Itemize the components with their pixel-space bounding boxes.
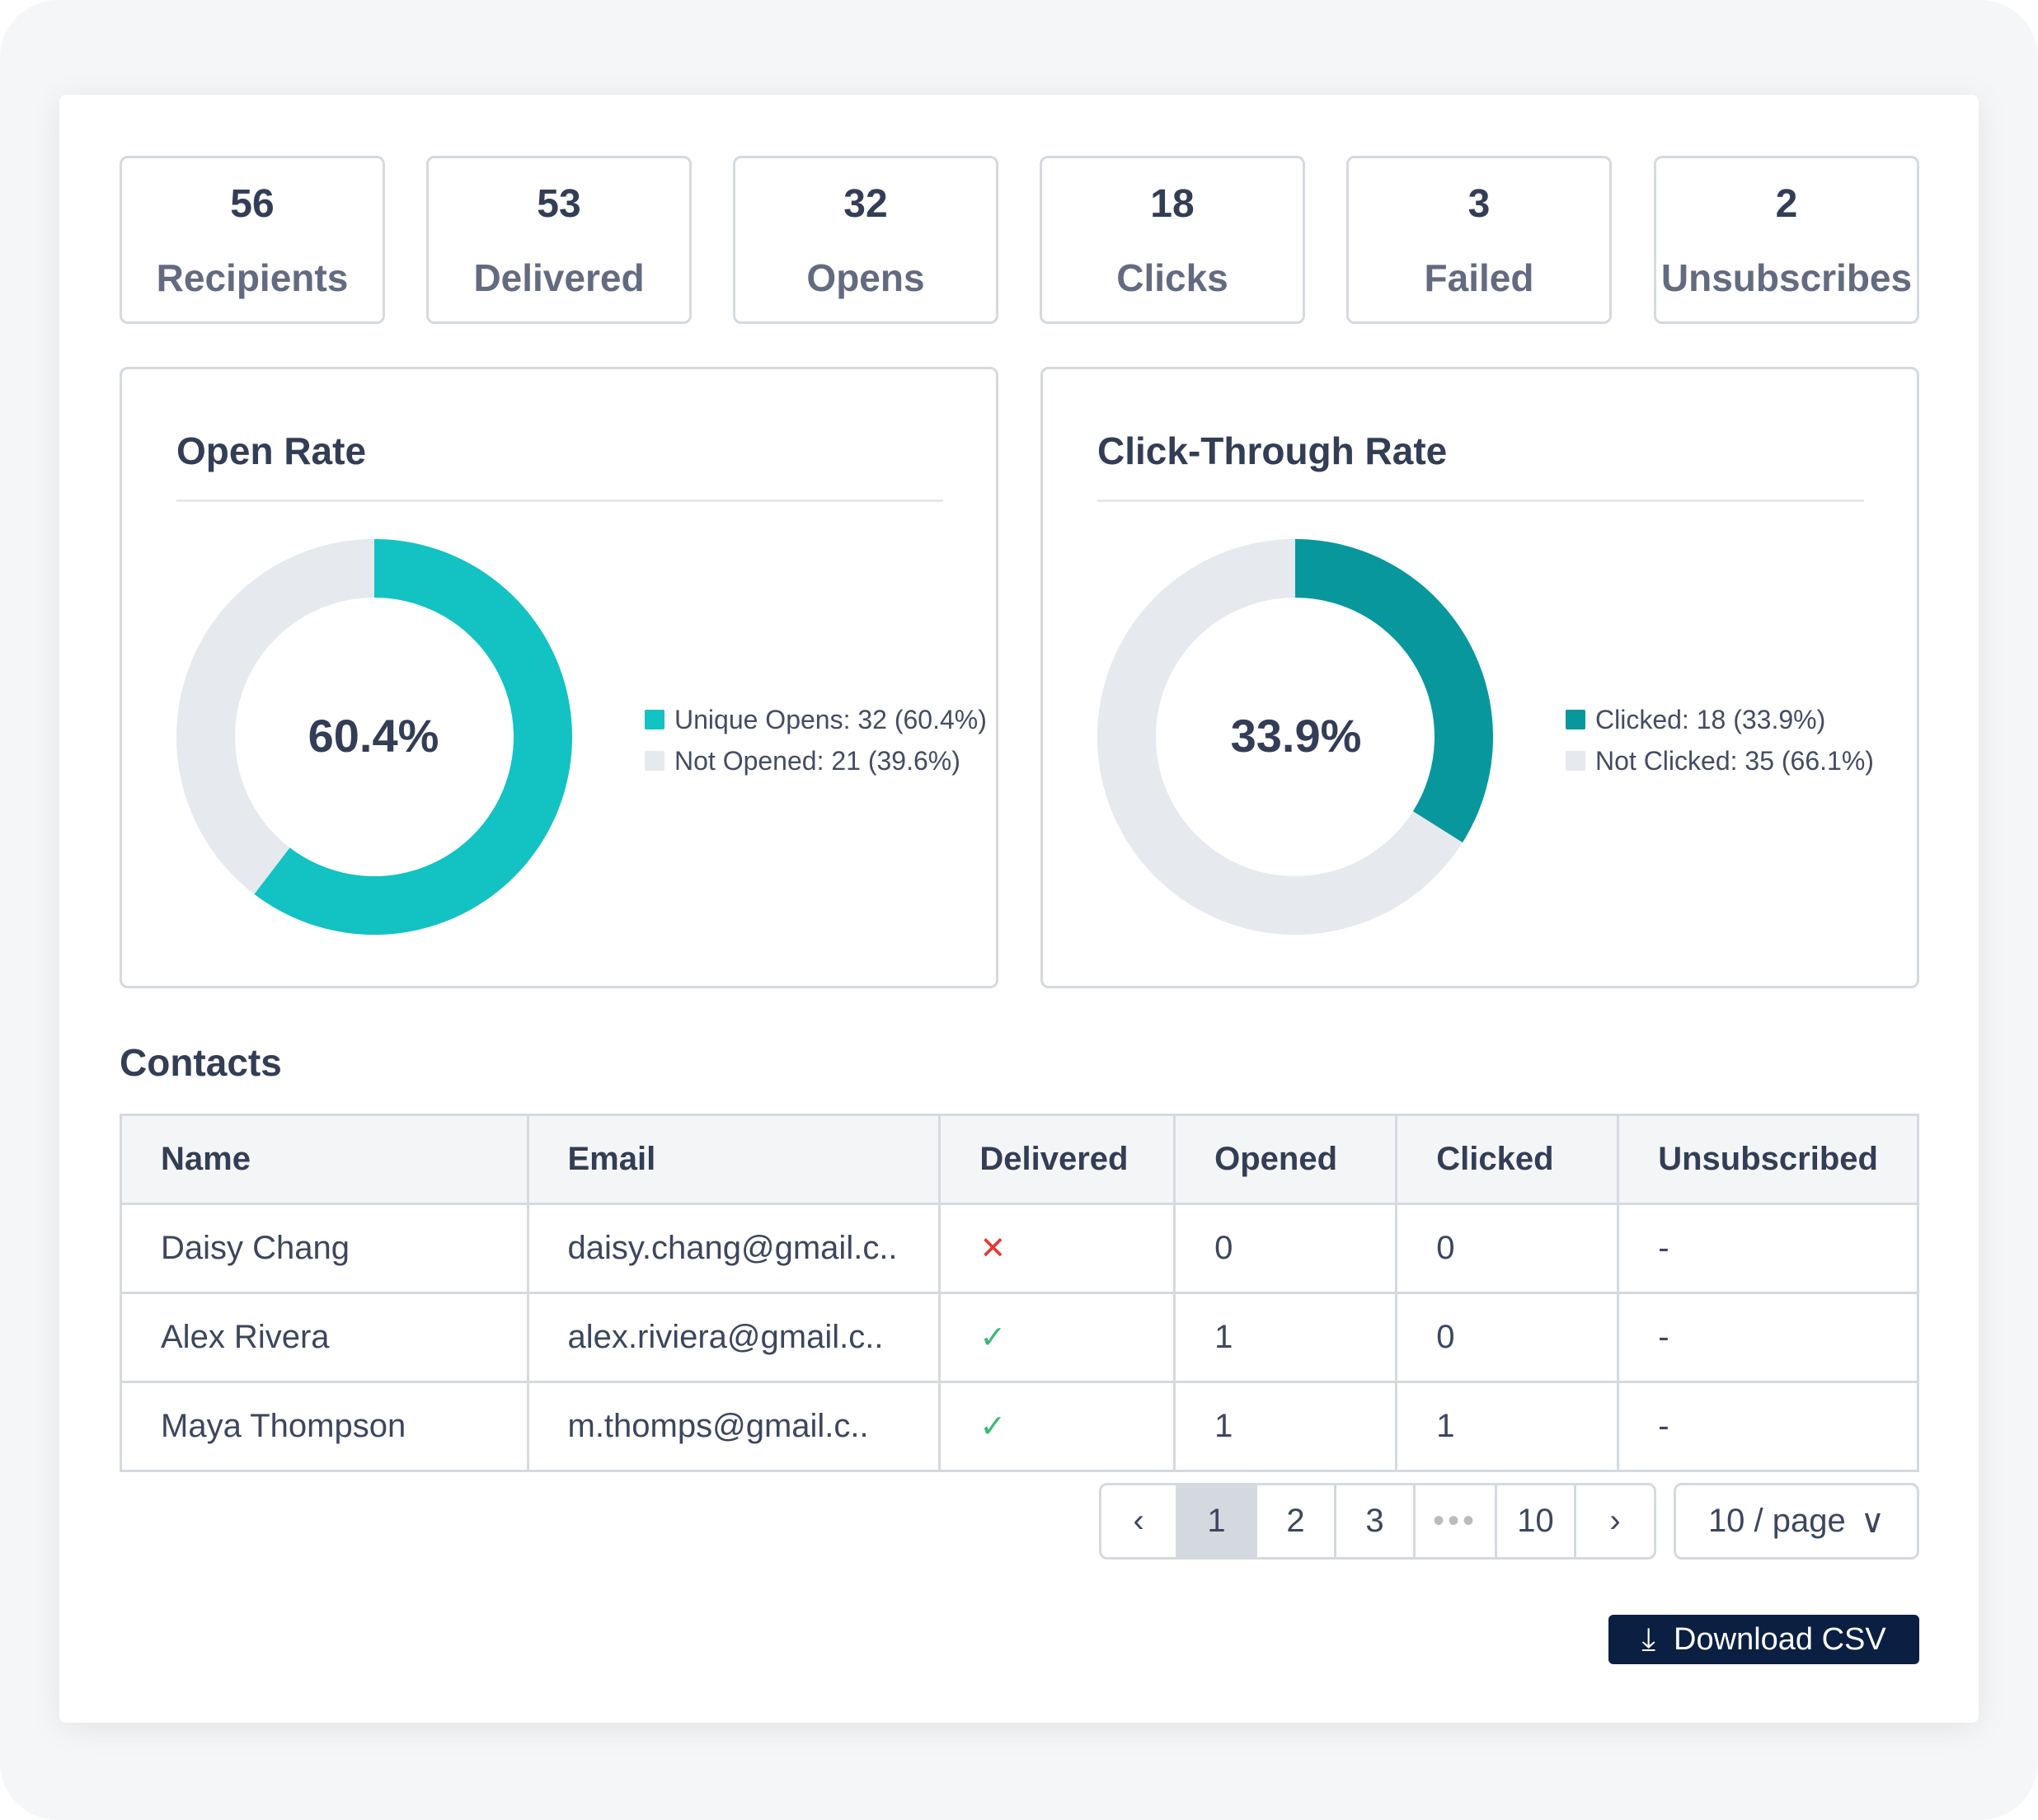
legend-swatch (1566, 710, 1585, 729)
download-icon: ⤓ (1641, 1621, 1656, 1657)
stat-label: Recipients (156, 256, 349, 299)
prev-page-button[interactable]: ‹ (1101, 1485, 1178, 1557)
legend-swatch (1566, 751, 1585, 771)
column-header-email[interactable]: Email (526, 1114, 942, 1205)
page-10-button[interactable]: 10 (1497, 1485, 1576, 1557)
download-csv-button[interactable]: ⤓ Download CSV (1608, 1615, 1919, 1664)
table-header: Name Email Delivered Opened Clicked Unsu… (120, 1114, 1919, 1205)
cell-unsubscribed: - (1617, 1203, 1919, 1294)
legend-item: Clicked: 18 (33.9%) (1566, 699, 1874, 740)
cell-opened: 0 (1173, 1203, 1398, 1294)
stat-unsubscribes: 2 Unsubscribes (1654, 156, 1919, 324)
donut-slice-unique-opens (254, 539, 572, 935)
stat-recipients: 56 Recipients (120, 156, 385, 324)
stat-label: Unsubscribes (1660, 256, 1913, 299)
download-label: Download CSV (1674, 1621, 1886, 1657)
legend-label: Not Opened: 21 (39.6%) (674, 745, 960, 776)
column-header-name[interactable]: Name (120, 1114, 529, 1205)
cell-delivered: ✕ (938, 1203, 1176, 1294)
click-through-rate-panel: Click-Through Rate 33.9% Clicked: 18 (33… (1040, 367, 1919, 988)
stat-label: Delivered (473, 256, 645, 299)
click-through-donut (1097, 539, 1493, 935)
legend-item: Not Opened: 21 (39.6%) (645, 740, 987, 781)
stat-opens: 32 Opens (733, 156, 998, 324)
stat-value: 56 (230, 182, 275, 226)
cell-name: Maya Thompson (120, 1381, 529, 1472)
cell-clicked: 0 (1395, 1203, 1620, 1294)
column-header-unsubscribed[interactable]: Unsubscribed (1617, 1114, 1919, 1205)
divider (1097, 500, 1864, 502)
page-3-button[interactable]: 3 (1336, 1485, 1416, 1557)
panel-title: Click-Through Rate (1097, 429, 1448, 472)
cell-email: alex.riviera@gmail.c.. (526, 1292, 942, 1383)
stat-value: 32 (843, 182, 888, 226)
donut-slice-not-opened (176, 539, 374, 894)
check-icon: ✓ (979, 1320, 1007, 1355)
divider (176, 500, 943, 502)
pagination: ‹ 1 2 3 ••• 10 › (1099, 1483, 1656, 1560)
donut-slice-not-clicked (1097, 539, 1463, 935)
stat-label: Clicks (1116, 256, 1228, 299)
page-size-select[interactable]: 10 / page ∨ (1674, 1483, 1919, 1560)
panel-title: Open Rate (176, 429, 367, 472)
stat-label: Opens (806, 256, 925, 299)
cell-delivered: ✓ (938, 1381, 1176, 1472)
open-rate-panel: Open Rate 60.4% Unique Opens: 32 (60.4%)… (120, 367, 998, 988)
cell-name: Alex Rivera (120, 1292, 529, 1383)
donut-center-value: 33.9% (1230, 710, 1362, 762)
contacts-title: Contacts (120, 1041, 282, 1084)
chevron-down-icon: ∨ (1860, 1503, 1885, 1540)
donut-slice-clicked (1295, 539, 1493, 843)
chart-legend: Clicked: 18 (33.9%) Not Clicked: 35 (66.… (1566, 699, 1874, 781)
column-header-opened[interactable]: Opened (1173, 1114, 1398, 1205)
column-header-delivered[interactable]: Delivered (938, 1114, 1176, 1205)
stat-clicks: 18 Clicks (1040, 156, 1305, 324)
check-icon: ✓ (979, 1410, 1007, 1444)
stat-label: Failed (1424, 256, 1534, 299)
more-pages-ellipsis[interactable]: ••• (1416, 1485, 1497, 1557)
legend-label: Not Clicked: 35 (66.1%) (1595, 745, 1874, 776)
cell-clicked: 1 (1395, 1381, 1620, 1472)
cell-unsubscribed: - (1617, 1381, 1919, 1472)
table-row[interactable]: Alex Rivera alex.riviera@gmail.c.. ✓ 1 0… (120, 1292, 1919, 1383)
legend-swatch (645, 710, 664, 729)
open-rate-donut (176, 539, 572, 935)
legend-swatch (645, 751, 664, 771)
legend-label: Clicked: 18 (33.9%) (1595, 704, 1826, 734)
page-size-value: 10 / page (1707, 1503, 1846, 1539)
stat-value: 2 (1775, 182, 1798, 226)
contacts-table: Name Email Delivered Opened Clicked Unsu… (120, 1114, 1919, 1472)
column-header-clicked[interactable]: Clicked (1395, 1114, 1620, 1205)
table-row[interactable]: Daisy Chang daisy.chang@gmail.c.. ✕ 0 0 … (120, 1203, 1919, 1294)
legend-item: Not Clicked: 35 (66.1%) (1566, 740, 1874, 781)
legend-item: Unique Opens: 32 (60.4%) (645, 699, 987, 740)
cell-clicked: 0 (1395, 1292, 1620, 1383)
cross-icon: ✕ (979, 1231, 1007, 1266)
cell-delivered: ✓ (938, 1292, 1176, 1383)
table-row[interactable]: Maya Thompson m.thomps@gmail.c.. ✓ 1 1 - (120, 1381, 1919, 1472)
cell-opened: 1 (1173, 1381, 1398, 1472)
cell-opened: 1 (1173, 1292, 1398, 1383)
stat-failed: 3 Failed (1346, 156, 1612, 324)
stat-value: 53 (537, 182, 581, 226)
cell-email: daisy.chang@gmail.c.. (526, 1203, 942, 1294)
donut-center-value: 60.4% (308, 710, 439, 762)
page-1-button[interactable]: 1 (1178, 1485, 1257, 1557)
stat-delivered: 53 Delivered (426, 156, 692, 324)
page-2-button[interactable]: 2 (1257, 1485, 1336, 1557)
cell-email: m.thomps@gmail.c.. (526, 1381, 942, 1472)
stat-value: 3 (1467, 182, 1491, 226)
stat-value: 18 (1150, 182, 1195, 226)
cell-name: Daisy Chang (120, 1203, 529, 1294)
next-page-button[interactable]: › (1609, 1503, 1621, 1539)
legend-label: Unique Opens: 32 (60.4%) (674, 704, 987, 734)
chart-legend: Unique Opens: 32 (60.4%) Not Opened: 21 … (645, 699, 987, 781)
cell-unsubscribed: - (1617, 1292, 1919, 1383)
